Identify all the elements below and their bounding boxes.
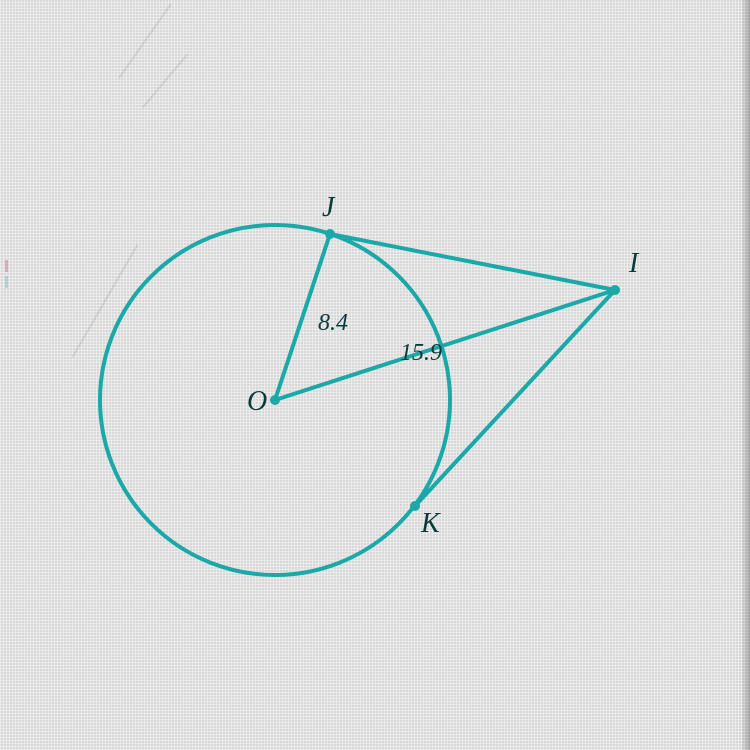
label-k: K	[421, 508, 440, 540]
measure-oj: 8.4	[318, 310, 348, 337]
photo-edge-shadow	[742, 0, 750, 750]
segments-group	[275, 234, 615, 506]
point-i	[610, 285, 620, 295]
label-j: J	[322, 192, 334, 224]
segment	[330, 234, 615, 290]
points-group	[270, 229, 620, 511]
label-o: O	[247, 386, 267, 418]
geometry-diagram	[0, 0, 750, 750]
point-j	[325, 229, 335, 239]
point-k	[410, 501, 420, 511]
point-o	[270, 395, 280, 405]
label-i: I	[629, 248, 638, 280]
measure-oi: 15.9	[400, 340, 442, 367]
